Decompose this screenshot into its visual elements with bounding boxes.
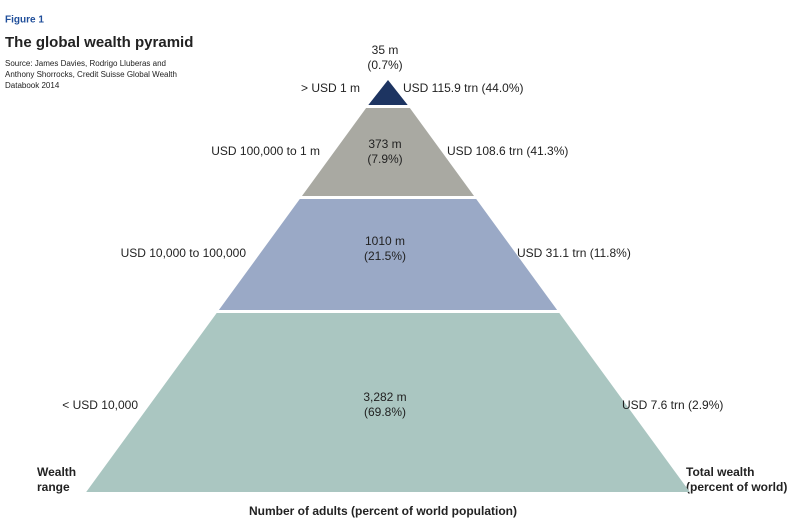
pyramid-tier (301, 108, 475, 196)
tier-wealth: USD 115.9 trn (44.0%) (403, 81, 524, 95)
tier-wealth: USD 31.1 trn (11.8%) (517, 246, 631, 260)
tier-range: USD 100,000 to 1 m (211, 144, 320, 158)
pyramid-tier (86, 313, 690, 492)
figure-label: Figure 1 (5, 15, 44, 26)
source: Databook 2014 (5, 81, 60, 90)
tier-adults: 373 m (368, 137, 401, 151)
pyramid-tier (368, 80, 408, 105)
tier-adults: 35 m (372, 43, 399, 57)
left-axis-label: range (37, 480, 70, 494)
source: Source: James Davies, Rodrigo Lluberas a… (5, 59, 166, 68)
bottom-axis-label: Number of adults (percent of world popul… (249, 504, 517, 518)
right-axis-label: Total wealth (686, 465, 754, 479)
right-axis-label: (percent of world) (686, 480, 787, 494)
tier-share: (69.8%) (364, 405, 406, 419)
tier-range: USD 10,000 to 100,000 (121, 246, 247, 260)
tier-share: (7.9%) (367, 152, 402, 166)
tier-wealth: USD 108.6 trn (41.3%) (447, 144, 568, 158)
tier-adults: 3,282 m (363, 390, 406, 404)
tier-share: (21.5%) (364, 249, 406, 263)
tier-share: (0.7%) (367, 58, 402, 72)
pyramid-tier (218, 199, 558, 310)
left-axis-label: Wealth (37, 465, 76, 479)
tier-adults: 1010 m (365, 234, 405, 248)
source: Anthony Shorrocks, Credit Suisse Global … (5, 70, 177, 79)
tier-range: < USD 10,000 (62, 398, 138, 412)
tier-range: > USD 1 m (301, 81, 360, 95)
tier-wealth: USD 7.6 trn (2.9%) (622, 398, 723, 412)
title: The global wealth pyramid (5, 34, 193, 51)
